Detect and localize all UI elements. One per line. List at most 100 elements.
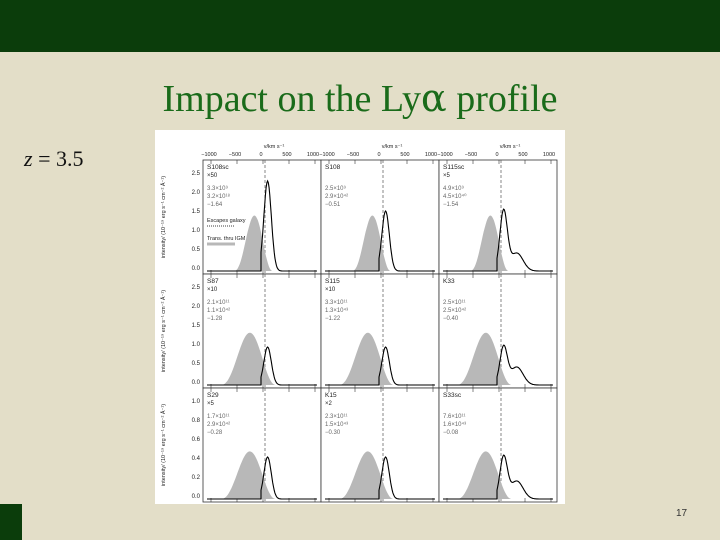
title-suffix: profile: [446, 78, 558, 120]
y-tick-label: 2.5: [192, 171, 201, 177]
top-axis-unit: v/km s⁻¹: [382, 144, 403, 150]
panel-parameter: −0.30: [325, 430, 341, 436]
y-tick-label: 0.5: [192, 361, 201, 367]
spectrum-panel: [438, 387, 558, 503]
top-tick-label: 1000: [307, 152, 319, 158]
y-tick-label: 2.0: [192, 304, 201, 310]
y-tick-label: 1.5: [192, 209, 201, 215]
panel-parameter: 3.2×10¹⁸: [207, 193, 231, 200]
y-tick-label: 0.0: [192, 266, 201, 272]
panel-parameter: −0.08: [443, 430, 459, 436]
emission-fill: [457, 332, 511, 385]
transmitted-profile: [325, 346, 435, 386]
panel-multiplier: ×50: [207, 173, 218, 179]
y-tick-label: 1.0: [192, 399, 201, 405]
transmitted-profile: [443, 344, 553, 386]
panel-parameter: −1.22: [325, 316, 341, 322]
panel-parameter: −1.64: [207, 202, 223, 208]
panel-parameter: 1.1×10⁴²: [207, 307, 230, 314]
y-tick-label: 0.2: [192, 475, 201, 481]
top-tick-label: −1000: [319, 152, 334, 158]
top-banner: [0, 0, 720, 52]
panel-multiplier: ×5: [443, 173, 451, 179]
emission-fill: [221, 332, 275, 385]
panel-parameter: 2.5×10⁹: [325, 185, 347, 192]
spectrum-panel: [320, 387, 440, 503]
panel-parameter: 1.6×10⁴³: [443, 421, 466, 428]
top-tick-label: −500: [347, 152, 359, 158]
panel-multiplier: ×5: [207, 401, 215, 407]
panel-parameter: 2.9×10⁴²: [207, 421, 230, 428]
panel-name: S108sc: [207, 164, 229, 171]
top-axis-unit: v/km s⁻¹: [264, 144, 285, 150]
top-tick-label: 0: [377, 152, 380, 158]
panel-multiplier: ×10: [207, 287, 218, 293]
spectrum-panel: [438, 159, 558, 275]
top-tick-label: −500: [229, 152, 241, 158]
panel-parameter: 2.9×10⁴²: [325, 193, 348, 200]
page-number: 17: [676, 508, 688, 519]
panel-parameter: −0.51: [325, 202, 341, 208]
title-prefix: Impact on the Ly: [162, 78, 422, 120]
panel-name: K33: [443, 278, 455, 285]
top-tick-label: 1000: [425, 152, 437, 158]
panel-parameter: 3.3×10⁹: [207, 185, 229, 192]
panel-parameter: 1.7×10¹¹: [207, 414, 230, 420]
top-tick-label: 0: [259, 152, 262, 158]
y-tick-label: 0.4: [192, 456, 201, 462]
spectrum-panel: [202, 273, 322, 389]
y-tick-label: 0.0: [192, 494, 201, 500]
spectra-figure: −1000 −500 0 500 1000 v/km s⁻¹ −1000 −500 0 500 10…: [155, 130, 565, 528]
spectrum-panel: [320, 159, 440, 275]
spectra-grid-svg: −1000 −500 0 500 1000 v/km s⁻¹ −1000 −500 0 500 10…: [160, 144, 559, 528]
top-tick-label: −1000: [201, 152, 216, 158]
panel-name: S115: [325, 278, 340, 285]
y-axis-label: intensity/ (10⁻¹⁹ erg s⁻¹ cm⁻² Å⁻¹): [160, 404, 167, 486]
y-tick-label: 1.5: [192, 323, 201, 329]
y-tick-label: 0.0: [192, 380, 201, 386]
spectrum-panel: [202, 387, 322, 503]
top-axis-unit: v/km s⁻¹: [500, 144, 521, 150]
top-tick-label: −1000: [437, 152, 452, 158]
panel-parameter: −1.54: [443, 202, 459, 208]
y-tick-label: 2.0: [192, 190, 201, 196]
panel-parameter: 1.5×10⁴³: [325, 421, 348, 428]
redshift-label: z = 3.5: [24, 146, 83, 172]
panel-name: S115sc: [443, 164, 465, 171]
transmitted-profile: [207, 346, 317, 386]
bottom-panel: [22, 504, 720, 540]
panel-parameter: 2.5×10⁴²: [443, 307, 466, 314]
panel-name: S29: [207, 392, 219, 399]
slide-title: Impact on the Lyα profile: [0, 76, 720, 121]
panel-name: K15: [325, 392, 337, 399]
spectrum-panel: [202, 159, 322, 275]
top-tick-label: 500: [400, 152, 409, 158]
spectrum-panel: [320, 273, 440, 389]
panel-multiplier: ×10: [325, 287, 336, 293]
legend-label-escapes: Escapes galaxy: [207, 218, 246, 224]
top-tick-label: 500: [518, 152, 527, 158]
panel-name: S108: [325, 164, 341, 171]
emission-fill: [470, 215, 508, 271]
y-axis-label: intensity/ (10⁻¹⁹ erg s⁻¹ cm⁻² Å⁻¹): [160, 176, 167, 258]
panel-name: S33sc: [443, 392, 462, 399]
panel-parameter: 2.1×10¹¹: [207, 300, 230, 306]
panel-parameter: 2.5×10¹¹: [443, 300, 466, 306]
panel-parameter: 3.3×10¹¹: [325, 300, 348, 306]
transmitted-profile: [325, 456, 435, 500]
legend-label-transmitted: Trans. thru IGM: [207, 236, 246, 242]
transmitted-profile: [207, 179, 317, 272]
redshift-var: z: [24, 146, 33, 171]
top-tick-label: 1000: [543, 152, 555, 158]
transmitted-profile: [207, 456, 317, 500]
top-tick-label: 0: [495, 152, 498, 158]
panel-parameter: 1.3×10⁴³: [325, 307, 348, 314]
top-tick-label: 500: [282, 152, 291, 158]
transmitted-profile: [443, 208, 553, 272]
transmitted-profile: [325, 209, 435, 272]
panel-parameter: −0.40: [443, 316, 459, 322]
panel-multiplier: ×2: [325, 401, 333, 407]
spectrum-panel: [438, 273, 558, 389]
emission-fill: [234, 215, 272, 271]
y-axis-label: intensity/ (10⁻¹⁹ erg s⁻¹ cm⁻² Å⁻¹): [160, 290, 167, 372]
